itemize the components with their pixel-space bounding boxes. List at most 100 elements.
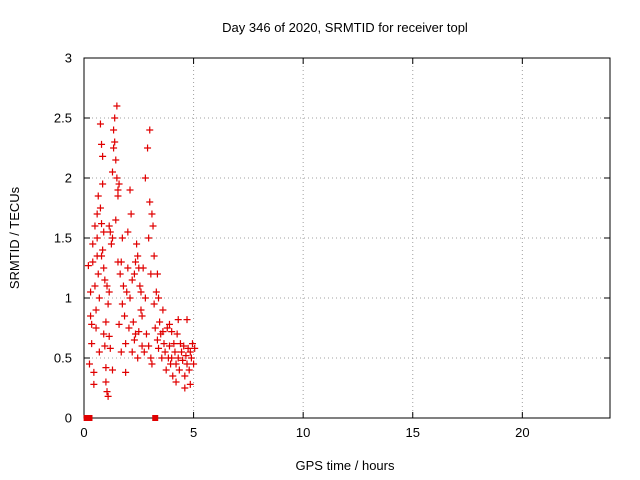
data-point: [102, 378, 110, 386]
data-point: [106, 344, 114, 352]
data-point: [137, 306, 145, 314]
data-point: [172, 378, 180, 386]
data-point: [96, 120, 104, 128]
x-tick-label: 15: [406, 425, 420, 440]
data-point: [132, 258, 140, 266]
data-point: [105, 222, 113, 230]
data-point: [114, 192, 122, 200]
data-point: [93, 210, 101, 218]
data-point: [100, 330, 108, 338]
data-point: [184, 344, 192, 352]
data-point: [99, 152, 107, 160]
data-point: [149, 222, 157, 230]
data-point: [125, 324, 133, 332]
data-point: [92, 324, 100, 332]
y-tick-label: 2: [65, 171, 72, 186]
data-point: [107, 240, 115, 248]
data-point: [146, 126, 154, 134]
data-point: [180, 342, 188, 350]
data-point: [156, 318, 164, 326]
data-point: [163, 324, 171, 332]
data-point: [165, 320, 173, 328]
data-point: [186, 348, 194, 356]
data-point: [98, 140, 106, 148]
data-point: [174, 354, 182, 362]
data-point: [85, 360, 93, 368]
data-point: [116, 270, 124, 278]
data-point: [190, 360, 198, 368]
data-point: [159, 306, 167, 314]
x-tick-label: 0: [80, 425, 87, 440]
y-tick-label: 2.5: [54, 111, 72, 126]
data-point: [111, 114, 119, 122]
data-point: [93, 234, 101, 242]
data-point: [127, 210, 135, 218]
data-point: [170, 340, 178, 348]
data-points: [83, 102, 199, 421]
data-point: [93, 252, 101, 260]
data-point: [165, 342, 173, 350]
data-point: [89, 240, 97, 248]
data-point: [183, 360, 191, 368]
data-point: [115, 320, 123, 328]
data-point: [95, 348, 103, 356]
data-point: [100, 228, 108, 236]
data-point: [141, 294, 149, 302]
data-point: [96, 204, 104, 212]
data-point: [153, 336, 161, 344]
data-point: [188, 340, 196, 348]
data-point: [108, 234, 116, 242]
data-point: [168, 354, 176, 362]
data-point: [94, 192, 102, 200]
data-point: [186, 380, 194, 388]
data-point: [114, 186, 122, 194]
data-point: [181, 384, 189, 392]
data-point: [106, 228, 114, 236]
data-point: [115, 180, 123, 188]
grid: [84, 58, 610, 418]
data-point: [111, 138, 119, 146]
data-point: [191, 344, 199, 352]
y-tick-label: 3: [65, 51, 72, 66]
data-point: [169, 372, 177, 380]
data-point: [101, 342, 109, 350]
data-point: [103, 282, 111, 290]
data-point: [148, 360, 156, 368]
data-point: [112, 156, 120, 164]
data-point: [122, 368, 130, 376]
data-point: [153, 270, 161, 278]
data-point: [150, 300, 158, 308]
data-point: [136, 282, 144, 290]
data-point: [133, 240, 141, 248]
data-point: [151, 324, 159, 332]
data-point: [112, 216, 120, 224]
data-point: [174, 316, 182, 324]
data-point: [101, 276, 109, 284]
data-point: [88, 340, 96, 348]
data-point: [179, 356, 187, 364]
data-point: [128, 348, 136, 356]
data-point: [139, 264, 147, 272]
data-point: [95, 294, 103, 302]
y-tick-label: 1.5: [54, 231, 72, 246]
data-point: [118, 234, 126, 242]
data-point: [100, 264, 108, 272]
data-point: [113, 102, 121, 110]
data-point: [144, 144, 152, 152]
data-point: [130, 270, 138, 278]
y-tick-label: 1: [65, 291, 72, 306]
data-point: [155, 344, 163, 352]
y-tick-label: 0.5: [54, 351, 72, 366]
data-point: [92, 306, 100, 314]
data-point: [91, 222, 99, 230]
y-axis-label: SRMTID / TECUs: [7, 186, 22, 289]
data-point: [138, 312, 146, 320]
data-point: [173, 330, 181, 338]
data-point: [121, 312, 129, 320]
data-point: [146, 198, 154, 206]
data-point: [147, 270, 155, 278]
data-point: [187, 354, 195, 362]
data-point: [178, 348, 186, 356]
data-point: [119, 282, 127, 290]
